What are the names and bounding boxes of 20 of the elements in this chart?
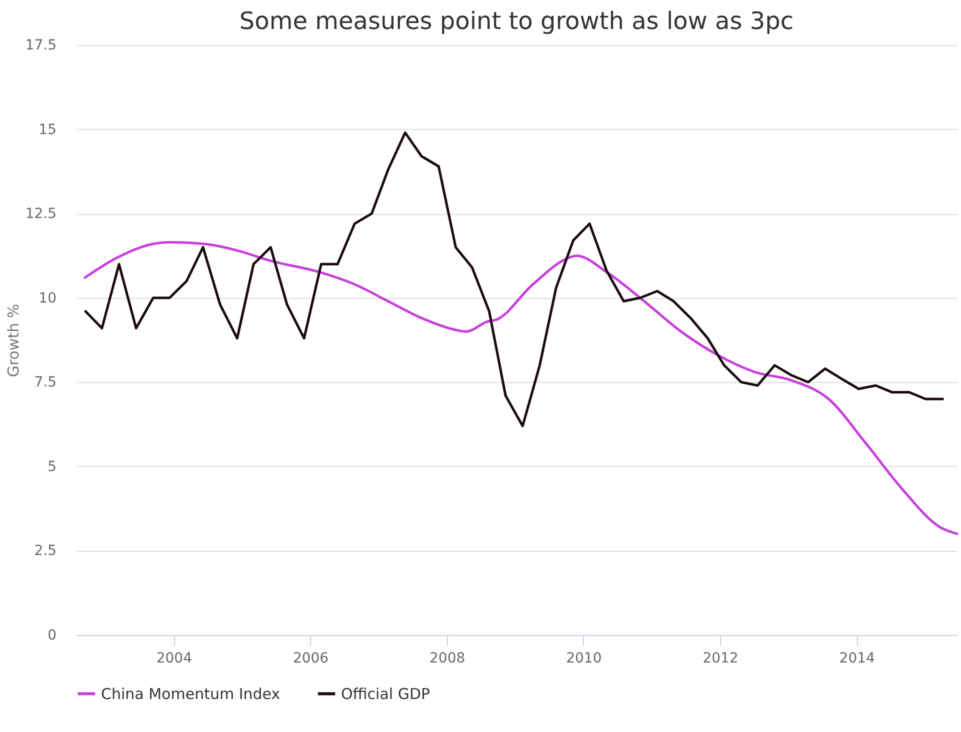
- legend-label: Official GDP: [341, 684, 430, 703]
- x-tick-label: 2004: [156, 650, 192, 666]
- x-tick-label: 2010: [566, 650, 602, 666]
- y-tick-label: 7.5: [34, 374, 56, 391]
- y-tick-label: 17.5: [25, 38, 56, 54]
- y-tick-label: 0: [48, 628, 56, 644]
- x-tick-label: 2012: [702, 650, 738, 666]
- line-series: [84, 240, 958, 536]
- y-tick-label: 10: [38, 290, 56, 306]
- line-series: [84, 131, 944, 428]
- y-tick-label: 12.5: [25, 206, 56, 222]
- chart-title: Some measures point to growth as low as 3pc: [239, 7, 794, 35]
- y-tick-label: 5: [48, 458, 56, 475]
- x-tick-label: 2008: [430, 650, 466, 666]
- y-tick-label: 2.5: [34, 543, 56, 560]
- legend-label: China Momentum Index: [101, 684, 280, 703]
- y-axis-title: Growth %: [4, 304, 22, 378]
- y-tick-label: 15: [38, 122, 56, 138]
- x-tick-label: 2006: [292, 650, 329, 666]
- x-tick-label: 2014: [839, 650, 876, 666]
